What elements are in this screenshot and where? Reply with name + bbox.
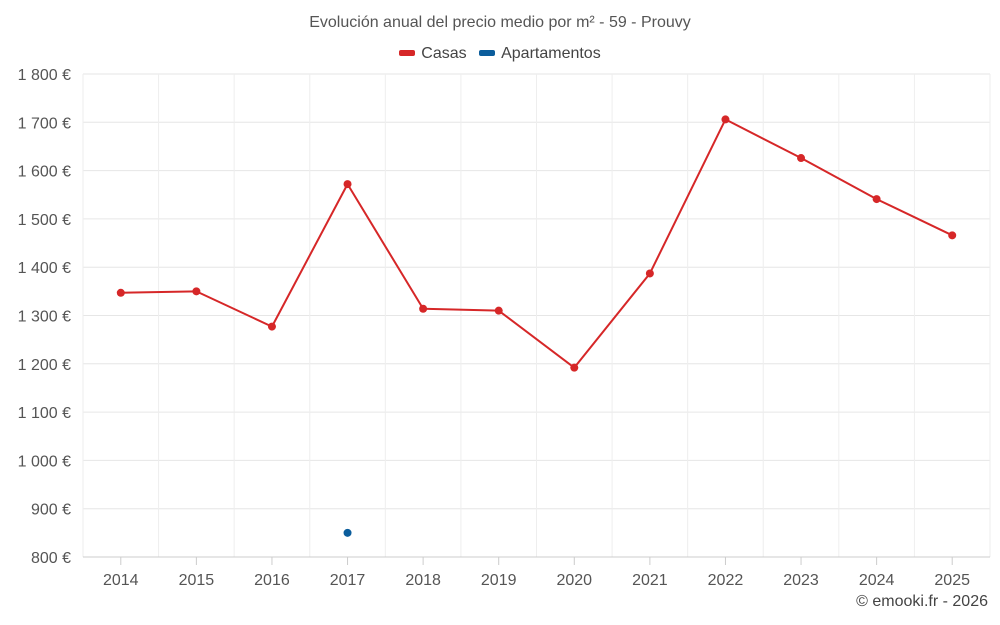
y-tick-label: 1 600 € [18, 164, 71, 181]
y-tick-label: 800 € [31, 550, 71, 567]
data-point-casas[interactable] [192, 287, 201, 296]
series-layer [116, 115, 957, 537]
x-tick-label: 2021 [632, 572, 668, 589]
y-tick-label: 900 € [31, 502, 71, 519]
data-point-casas[interactable] [570, 363, 579, 372]
x-tick-label: 2017 [330, 572, 366, 589]
y-tick-label: 1 300 € [18, 309, 71, 326]
x-tick-label: 2020 [556, 572, 592, 589]
x-tick-label: 2019 [481, 572, 517, 589]
x-tick-label: 2018 [405, 572, 441, 589]
y-tick-label: 1 700 € [18, 115, 71, 132]
legend-label-casas: Casas [421, 45, 467, 62]
chart-title: Evolución anual del precio medio por m² … [309, 14, 691, 31]
legend-swatch-casas [399, 49, 416, 56]
x-tick-labels: 2014 2015 2016 2017 2018 2019 2020 2021 2022 2023… [103, 572, 970, 589]
legend: Casas Apartamentos [0, 45, 1000, 63]
data-point-casas[interactable] [267, 322, 276, 331]
data-point-casas[interactable] [721, 115, 730, 124]
legend-item-casas[interactable]: Casas [399, 45, 467, 63]
data-point-casas[interactable] [494, 306, 503, 315]
y-tick-label: 1 500 € [18, 212, 71, 229]
x-tick-label: 2016 [254, 572, 290, 589]
x-tick-label: 2015 [179, 572, 215, 589]
grid-lines [82, 73, 991, 558]
data-point-casas[interactable] [948, 231, 957, 240]
data-point-casas[interactable] [116, 288, 125, 297]
data-point-casas[interactable] [872, 195, 881, 204]
series-line-casas [120, 118, 953, 369]
legend-item-apartamentos[interactable]: Apartamentos [479, 45, 601, 63]
x-tick-label: 2014 [103, 572, 139, 589]
data-point-casas[interactable] [645, 269, 654, 278]
data-point-casas[interactable] [343, 180, 352, 189]
y-tick-label: 1 800 € [18, 67, 71, 84]
copyright-credit: © emooki.fr - 2026 [856, 593, 988, 610]
data-point-casas[interactable] [419, 304, 428, 313]
legend-label-apartamentos: Apartamentos [501, 45, 601, 62]
x-tick-label: 2022 [708, 572, 744, 589]
y-tick-labels: 800 € 900 € 1 000 € 1 100 € 1 200 € 1 300 € 1 … [18, 67, 71, 567]
y-tick-label: 1 400 € [18, 260, 71, 277]
legend-swatch-apartamentos [479, 49, 496, 56]
data-point-casas[interactable] [797, 154, 806, 163]
x-tick-label: 2024 [859, 572, 895, 589]
y-tick-label: 1 000 € [18, 453, 71, 470]
axes [83, 556, 990, 565]
y-tick-label: 1 200 € [18, 357, 71, 374]
x-tick-label: 2025 [934, 572, 970, 589]
y-tick-label: 1 100 € [18, 405, 71, 422]
x-tick-label: 2023 [783, 572, 819, 589]
data-point-apartamentos[interactable] [343, 528, 352, 537]
